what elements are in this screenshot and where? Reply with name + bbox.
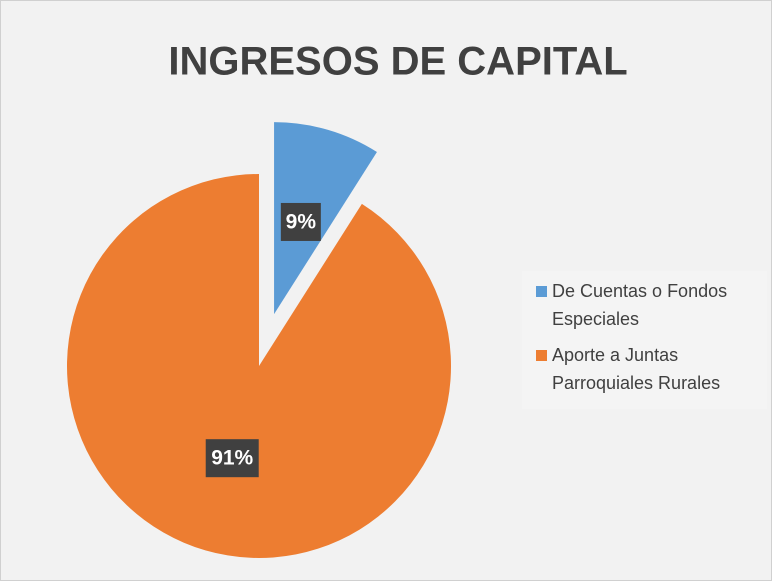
label-box bbox=[280, 202, 321, 241]
data-label: 91% bbox=[211, 447, 253, 470]
pie-slice bbox=[274, 122, 377, 315]
label-box bbox=[205, 439, 259, 478]
legend-item: De Cuentas o Fondos Especiales bbox=[522, 277, 767, 333]
legend-label: De Cuentas o Fondos Especiales bbox=[552, 281, 728, 329]
pie-slice bbox=[66, 174, 452, 559]
data-label: 9% bbox=[286, 211, 317, 234]
legend-swatch bbox=[536, 350, 547, 361]
chart-title: INGRESOS DE CAPITAL bbox=[168, 40, 627, 84]
legend-swatch bbox=[536, 286, 547, 297]
legend-label: Aporte a Juntas Parroquiales Rurales bbox=[552, 345, 721, 393]
legend-item: Aporte a Juntas Parroquiales Rurales bbox=[522, 341, 767, 397]
legend: De Cuentas o Fondos Especiales Aporte a J… bbox=[522, 271, 767, 409]
